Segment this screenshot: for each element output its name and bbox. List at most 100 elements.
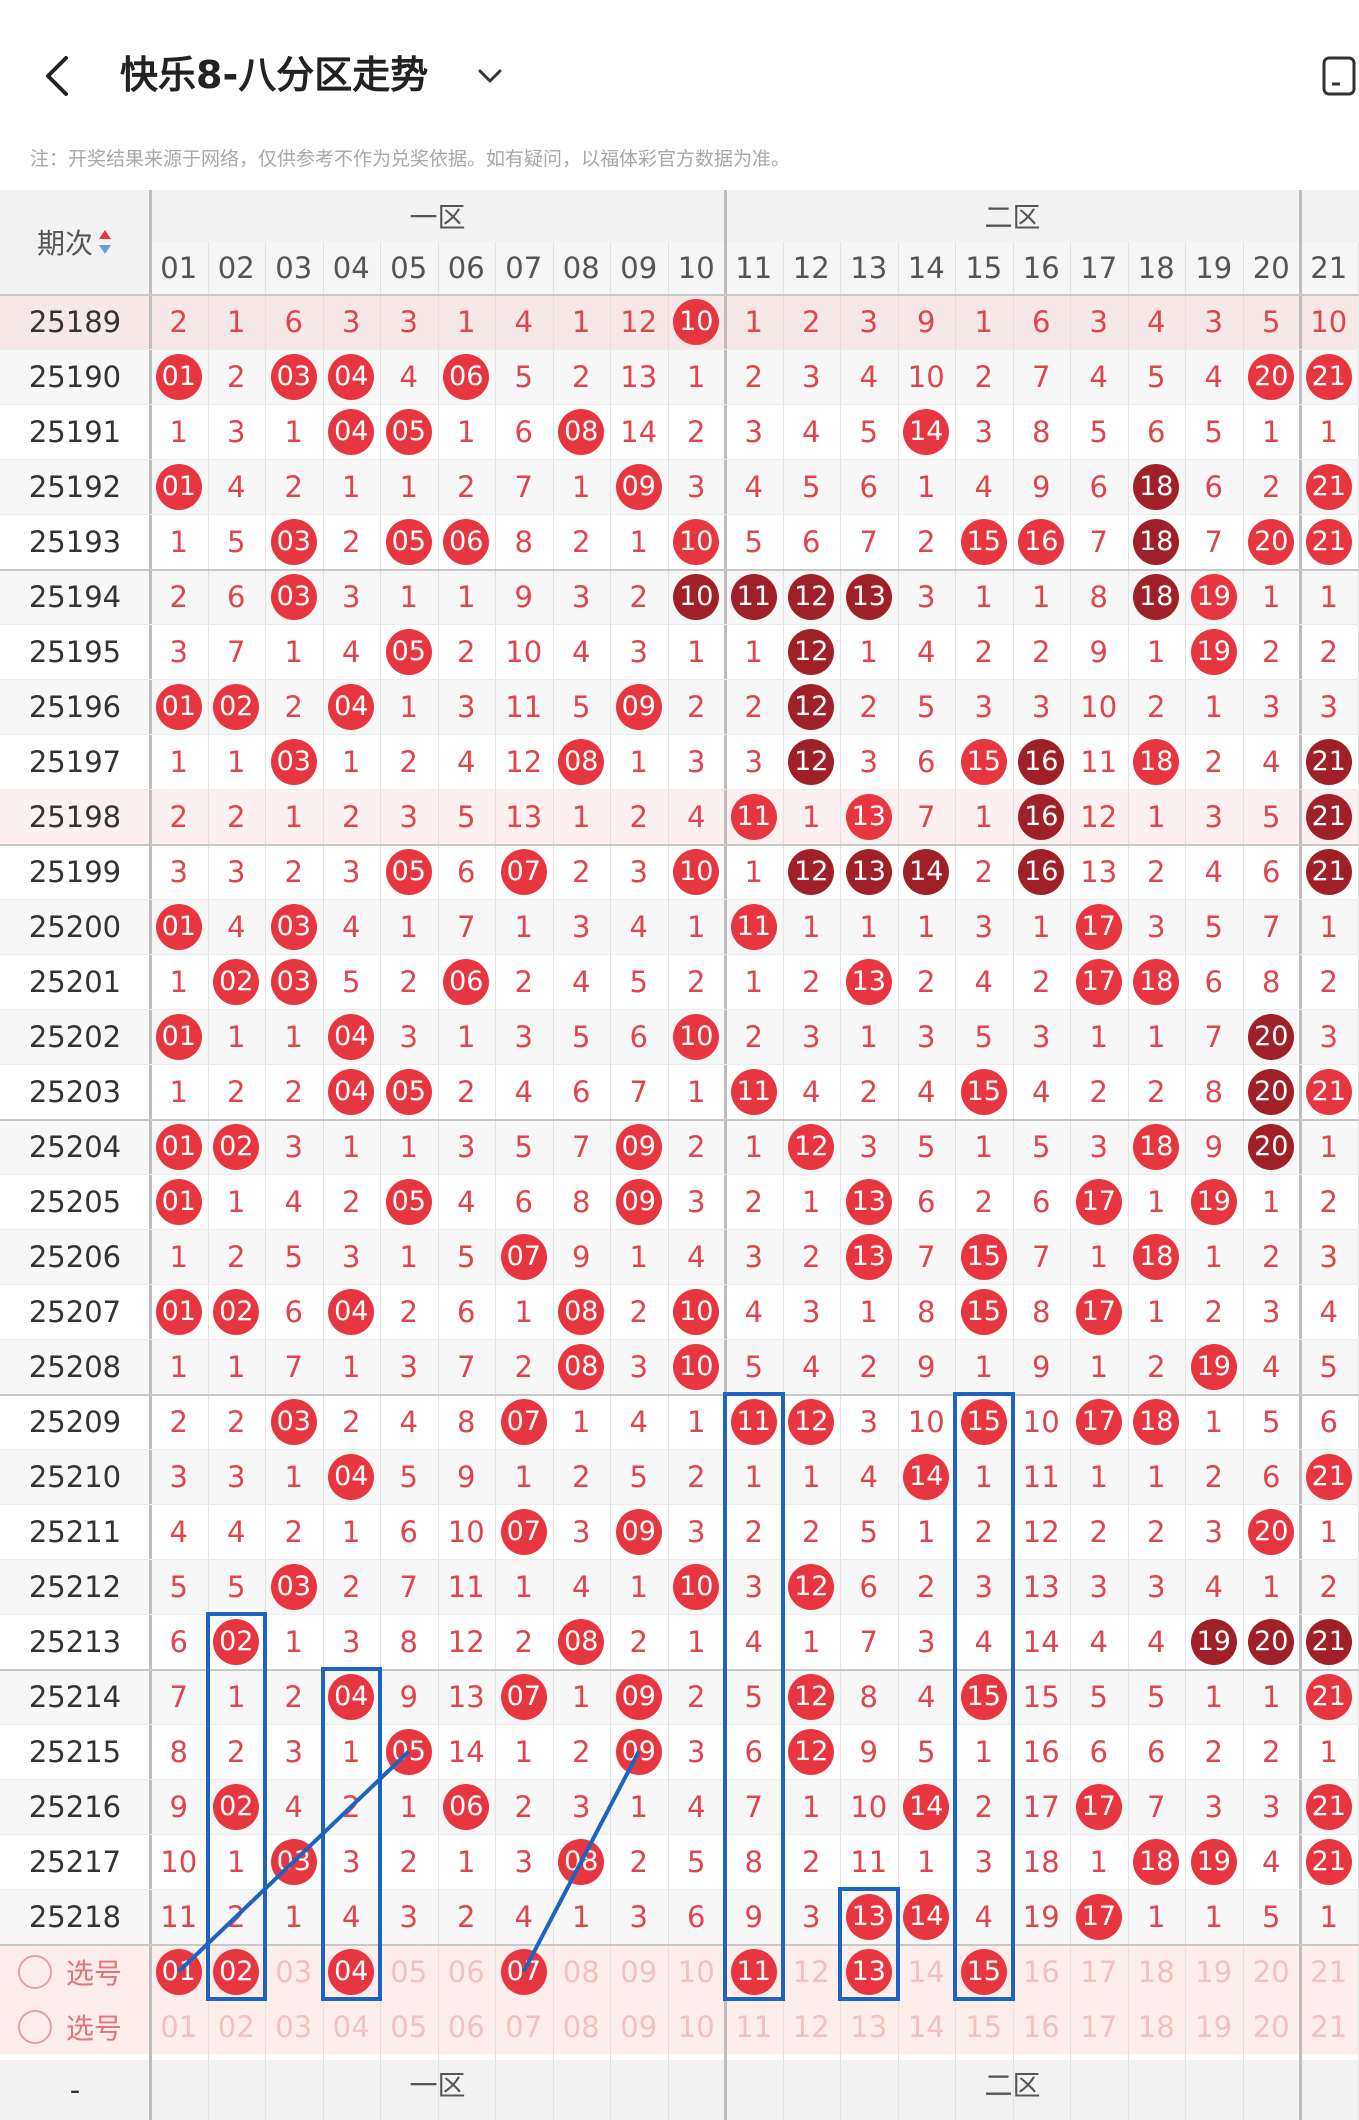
- select-number[interactable]: 18: [1128, 1999, 1186, 2054]
- select-option[interactable]: 11: [735, 2009, 773, 2044]
- selected-ball[interactable]: 07: [500, 1948, 547, 1995]
- select-option[interactable]: 14: [907, 1954, 945, 1989]
- select-number[interactable]: 06: [438, 1944, 496, 1999]
- select-number[interactable]: 10: [668, 1944, 726, 1999]
- select-option[interactable]: 10: [677, 2009, 715, 2044]
- missing-count: 1: [1319, 414, 1338, 449]
- select-number[interactable]: 07: [495, 1999, 553, 2054]
- select-number[interactable]: 01: [150, 1944, 208, 1999]
- select-number[interactable]: 15: [955, 1999, 1013, 2054]
- select-number[interactable]: 13: [840, 1944, 898, 1999]
- select-option[interactable]: 15: [965, 2009, 1003, 2044]
- select-option[interactable]: 21: [1310, 2009, 1348, 2044]
- select-number[interactable]: 21: [1300, 1999, 1358, 2054]
- select-option[interactable]: 17: [1080, 1954, 1118, 1989]
- missing-count: 1: [169, 1074, 188, 1109]
- select-number[interactable]: 11: [725, 1999, 783, 2054]
- select-number[interactable]: 10: [668, 1999, 726, 2054]
- select-radio-icon[interactable]: [18, 2009, 52, 2044]
- select-option[interactable]: 08: [562, 1954, 600, 1989]
- select-option[interactable]: 19: [1195, 2009, 1233, 2044]
- missing-count: 4: [342, 634, 361, 669]
- select-label-cell[interactable]: 选号: [0, 1944, 150, 1999]
- select-option[interactable]: 17: [1080, 2009, 1118, 2044]
- select-option[interactable]: 20: [1252, 2009, 1290, 2044]
- select-number[interactable]: 06: [438, 1999, 496, 2054]
- select-number[interactable]: 15: [955, 1944, 1013, 1999]
- select-number[interactable]: 21: [1300, 1944, 1358, 1999]
- select-number[interactable]: 05: [380, 1944, 438, 1999]
- select-number[interactable]: 07: [495, 1944, 553, 1999]
- select-option[interactable]: 14: [907, 2009, 945, 2044]
- select-number[interactable]: 12: [783, 1944, 841, 1999]
- selected-ball[interactable]: 15: [960, 1948, 1007, 1995]
- select-option[interactable]: 02: [217, 2009, 255, 2044]
- select-number[interactable]: 14: [898, 1944, 956, 1999]
- select-option[interactable]: 09: [620, 2009, 658, 2044]
- number-cell: 4: [1300, 1284, 1358, 1339]
- select-option[interactable]: 12: [792, 2009, 830, 2044]
- select-option[interactable]: 05: [390, 1954, 428, 1989]
- select-option[interactable]: 13: [850, 2009, 888, 2044]
- chevron-down-icon[interactable]: [473, 60, 507, 94]
- select-radio-icon[interactable]: [18, 1954, 52, 1989]
- select-option[interactable]: 09: [620, 1954, 658, 1989]
- select-option[interactable]: 12: [792, 1954, 830, 1989]
- select-option[interactable]: 06: [447, 2009, 485, 2044]
- number-cell: 13: [840, 1889, 898, 1944]
- number-cell: 8: [380, 1614, 438, 1669]
- select-number[interactable]: 02: [208, 1999, 266, 2054]
- select-label-cell[interactable]: 选号: [0, 1999, 150, 2054]
- select-number[interactable]: 19: [1185, 1999, 1243, 2054]
- selected-ball[interactable]: 11: [730, 1948, 777, 1995]
- select-option[interactable]: 10: [677, 1954, 715, 1989]
- select-number[interactable]: 12: [783, 1999, 841, 2054]
- sort-icon[interactable]: [97, 227, 113, 257]
- select-option[interactable]: 18: [1137, 2009, 1175, 2044]
- select-number[interactable]: 13: [840, 1999, 898, 2054]
- missing-count: 2: [1204, 744, 1223, 779]
- select-number[interactable]: 03: [265, 1999, 323, 2054]
- select-option[interactable]: 07: [505, 2009, 543, 2044]
- select-number[interactable]: 18: [1128, 1944, 1186, 1999]
- select-number[interactable]: 05: [380, 1999, 438, 2054]
- select-option[interactable]: 18: [1137, 1954, 1175, 1989]
- select-number[interactable]: 16: [1013, 1999, 1071, 2054]
- back-arrow-icon[interactable]: [38, 54, 82, 98]
- select-option[interactable]: 16: [1022, 2009, 1060, 2044]
- select-number[interactable]: 04: [323, 1999, 381, 2054]
- select-number[interactable]: 19: [1185, 1944, 1243, 1999]
- select-option[interactable]: 08: [562, 2009, 600, 2044]
- select-option[interactable]: 20: [1252, 1954, 1290, 1989]
- select-number[interactable]: 14: [898, 1999, 956, 2054]
- select-number[interactable]: 03: [265, 1944, 323, 1999]
- selected-ball[interactable]: 01: [155, 1948, 202, 1995]
- select-number[interactable]: 08: [553, 1944, 611, 1999]
- select-number[interactable]: 01: [150, 1999, 208, 2054]
- select-number[interactable]: 11: [725, 1944, 783, 1999]
- select-number[interactable]: 17: [1070, 1999, 1128, 2054]
- select-option[interactable]: 04: [332, 2009, 370, 2044]
- select-option[interactable]: 16: [1022, 1954, 1060, 1989]
- select-option[interactable]: 06: [447, 1954, 485, 1989]
- select-number[interactable]: 20: [1243, 1999, 1301, 2054]
- select-option[interactable]: 01: [160, 2009, 198, 2044]
- select-number[interactable]: 09: [610, 1944, 668, 1999]
- select-number[interactable]: 08: [553, 1999, 611, 2054]
- select-option[interactable]: 03: [275, 2009, 313, 2044]
- select-number[interactable]: 09: [610, 1999, 668, 2054]
- number-cell: 3: [898, 1009, 956, 1064]
- select-option[interactable]: 19: [1195, 1954, 1233, 1989]
- number-cell: 2: [265, 1504, 323, 1559]
- select-option[interactable]: 03: [275, 1954, 313, 1989]
- missing-count: 1: [974, 1734, 993, 1769]
- number-cell: 10: [668, 569, 726, 624]
- select-number[interactable]: 16: [1013, 1944, 1071, 1999]
- select-number[interactable]: 20: [1243, 1944, 1301, 1999]
- landscape-toggle-icon[interactable]: [1318, 54, 1359, 98]
- select-number[interactable]: 17: [1070, 1944, 1128, 1999]
- select-option[interactable]: 05: [390, 2009, 428, 2044]
- select-option[interactable]: 21: [1310, 1954, 1348, 1989]
- selected-ball[interactable]: 13: [845, 1948, 892, 1995]
- missing-count: 4: [227, 469, 246, 504]
